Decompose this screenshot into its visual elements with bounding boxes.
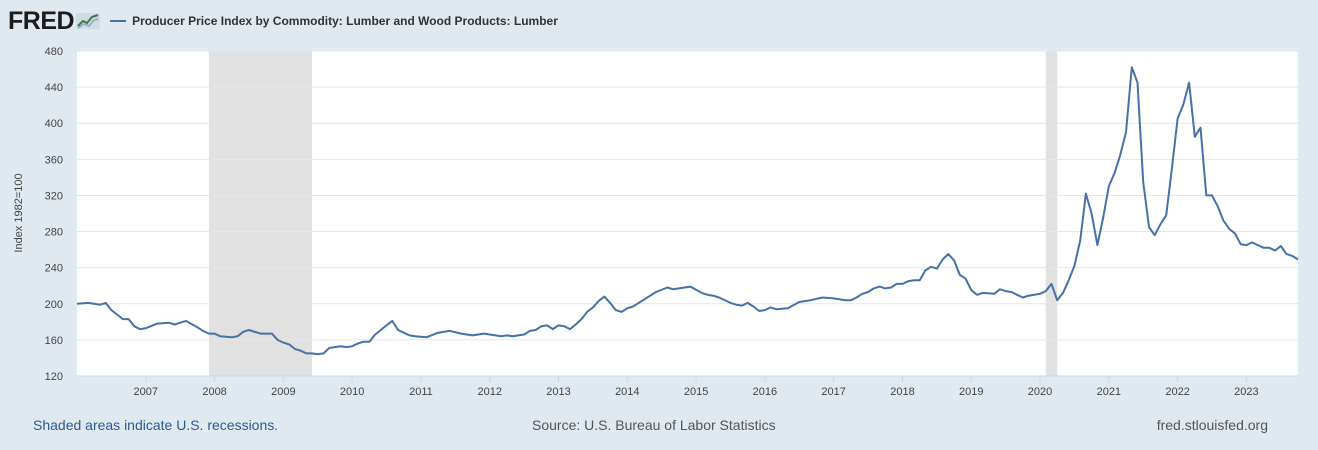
y-tick-label: 440 — [45, 82, 63, 94]
x-tick-label: 2015 — [684, 386, 708, 398]
x-tick-label: 2023 — [1234, 386, 1258, 398]
x-tick-label: 2022 — [1165, 386, 1189, 398]
chart-header: FRED Producer Price Index by Commodity: … — [8, 6, 558, 36]
x-tick-label: 2016 — [753, 386, 777, 398]
y-tick-label: 240 — [45, 263, 63, 275]
x-tick-label: 2017 — [821, 386, 845, 398]
recession-band — [208, 51, 313, 376]
x-tick-label: 2014 — [615, 386, 639, 398]
y-tick-label: 360 — [45, 154, 63, 166]
series-line-lumber-ppi[interactable] — [76, 66, 1299, 356]
y-tick-label: 120 — [45, 371, 63, 383]
fred-logo[interactable]: FRED — [8, 6, 75, 35]
x-axis-ticks: 2007 2008 2009 2010 2011 2012 2013 2014 2015 2016… — [77, 375, 1298, 398]
source-text: Source: U.S. Bureau of Labor Statistics — [532, 417, 776, 433]
x-tick-label: 2020 — [1028, 386, 1052, 398]
x-tick-label: 2010 — [340, 386, 364, 398]
x-tick-label: 2021 — [1097, 386, 1121, 398]
legend-line-swatch — [110, 20, 127, 22]
y-tick-label: 320 — [45, 190, 63, 202]
x-tick-label: 2012 — [477, 386, 501, 398]
recession-note[interactable]: Shaded areas indicate U.S. recessions. — [33, 417, 279, 433]
recession-shading — [208, 51, 1058, 376]
y-tick-label: 400 — [45, 118, 63, 130]
x-tick-label: 2009 — [271, 386, 295, 398]
x-tick-label: 2008 — [202, 386, 226, 398]
y-axis-ticks: 120 160 200 240 280 320 360 400 440 480 — [45, 46, 63, 383]
x-tick-label: 2019 — [959, 386, 983, 398]
y-tick-label: 280 — [45, 227, 63, 239]
x-tick-label: 2018 — [890, 386, 914, 398]
fred-line-chart-icon — [76, 13, 101, 29]
chart-legend[interactable]: Producer Price Index by Commodity: Lumbe… — [110, 14, 558, 28]
x-tick-label: 2013 — [546, 386, 570, 398]
chart-title: Producer Price Index by Commodity: Lumbe… — [132, 14, 558, 28]
recession-band — [1045, 51, 1058, 376]
grid-lines — [77, 50, 1298, 341]
x-tick-label: 2011 — [409, 386, 433, 398]
y-tick-label: 200 — [45, 299, 63, 311]
y-tick-label: 480 — [45, 46, 63, 58]
y-axis-label: Index 1982=100 — [13, 173, 25, 252]
site-url[interactable]: fred.stlouisfed.org — [1156, 417, 1268, 433]
x-tick-label: 2007 — [134, 386, 158, 398]
y-tick-label: 160 — [45, 335, 63, 347]
